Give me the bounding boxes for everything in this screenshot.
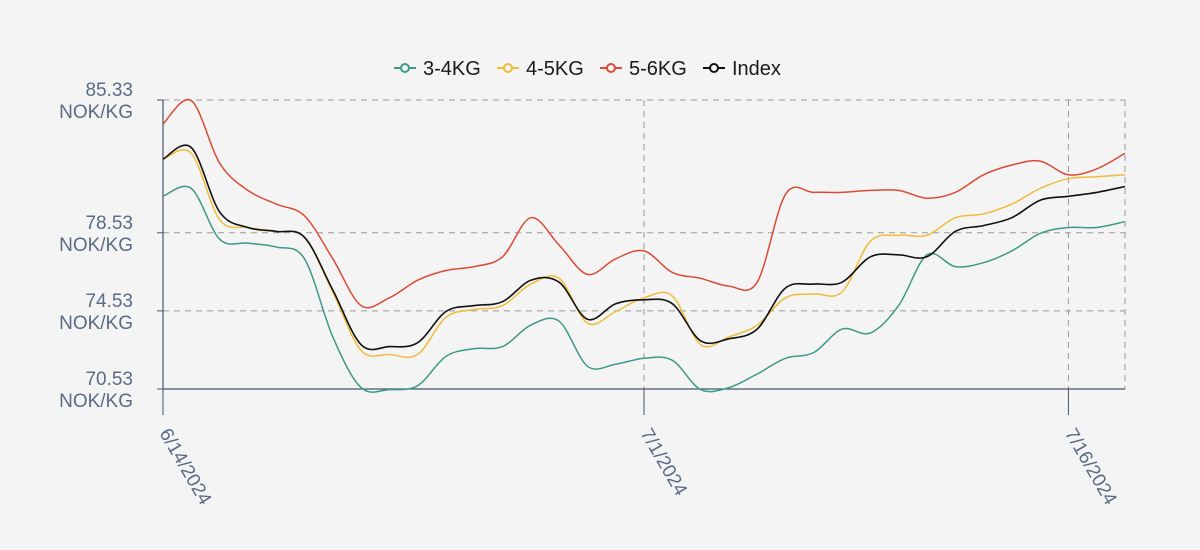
x-tick-label: 7/16/2024	[1060, 425, 1121, 509]
legend-label: 4-5KG	[526, 58, 584, 80]
y-tick-value: 74.53	[85, 291, 133, 312]
x-tick-label: 7/1/2024	[636, 425, 691, 500]
x-tick-label: 6/14/2024	[155, 425, 216, 509]
legend-label: Index	[732, 58, 781, 80]
legend-label: 3-4KG	[423, 58, 481, 80]
y-axis-ticks: 70.53NOK/KG74.53NOK/KG78.53NOK/KG85.33NO…	[59, 80, 163, 412]
legend-marker	[400, 63, 410, 73]
y-tick-unit: NOK/KG	[59, 102, 133, 123]
legend-marker	[709, 63, 719, 73]
series-line-index	[162, 144, 1126, 351]
y-tick-unit: NOK/KG	[59, 235, 133, 256]
x-axis-ticks: 6/14/2024 7/1/2024 7/16/2024	[155, 389, 1121, 509]
series-line-5-6kg	[162, 98, 1126, 309]
legend: 3-4KG 4-5KG 5-6KG Index	[394, 58, 781, 80]
legend-item-4-5kg[interactable]: 4-5KG	[497, 58, 584, 80]
series-lines	[162, 98, 1126, 393]
grid-lines	[163, 99, 1126, 389]
y-tick-unit: NOK/KG	[59, 391, 133, 412]
legend-item-index[interactable]: Index	[703, 58, 781, 80]
legend-item-5-6kg[interactable]: 5-6KG	[600, 58, 687, 80]
y-tick-value: 85.33	[85, 80, 133, 101]
series-line-3-4kg	[162, 185, 1126, 393]
legend-item-3-4kg[interactable]: 3-4KG	[394, 58, 481, 80]
y-tick-value: 78.53	[85, 213, 133, 234]
legend-marker	[606, 63, 616, 73]
y-tick-unit: NOK/KG	[59, 313, 133, 334]
y-tick-value: 70.53	[85, 369, 133, 390]
legend-label: 5-6KG	[629, 58, 687, 80]
legend-marker	[503, 63, 513, 73]
